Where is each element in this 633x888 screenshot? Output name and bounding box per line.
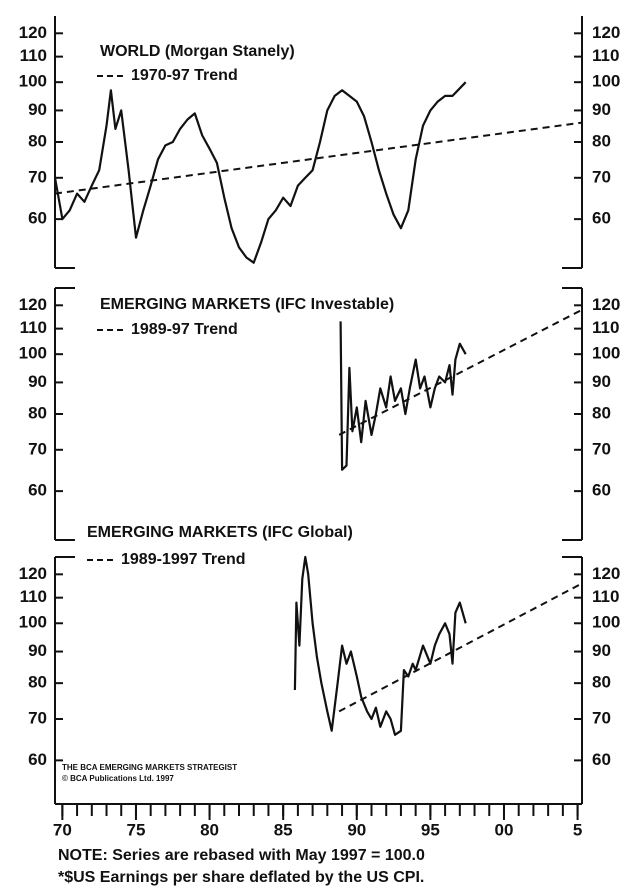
series-line xyxy=(293,555,467,736)
y-tick-label: 70 xyxy=(592,708,611,727)
trend-line xyxy=(338,582,583,713)
y-tick-label: 100 xyxy=(19,72,47,91)
y-tick-label: 120 xyxy=(592,23,620,42)
y-tick-label: 110 xyxy=(20,587,47,606)
panel-title: WORLD (Morgan Stanely) xyxy=(100,43,295,60)
y-tick-label: 80 xyxy=(592,131,611,150)
y-tick-label: 120 xyxy=(19,564,47,583)
y-tick-label: 100 xyxy=(592,613,620,632)
y-tick-label: 90 xyxy=(592,100,611,119)
y-tick-label: 70 xyxy=(28,167,47,186)
x-tick-label: 95 xyxy=(421,820,440,839)
series-line xyxy=(339,321,467,471)
y-tick-label: 80 xyxy=(592,673,611,692)
x-tick-label: 00 xyxy=(495,820,514,839)
series-line xyxy=(53,81,467,264)
y-tick-label: 60 xyxy=(592,209,611,228)
x-tick-label: 85 xyxy=(274,820,293,839)
y-tick-label: 80 xyxy=(28,131,47,150)
y-tick-label: 100 xyxy=(19,344,47,363)
y-tick-label: 60 xyxy=(28,209,47,228)
y-tick-label: 70 xyxy=(592,167,611,186)
trend-line xyxy=(54,121,583,195)
y-tick-label: 120 xyxy=(19,295,47,314)
y-tick-label: 120 xyxy=(592,295,620,314)
y-tick-label: 70 xyxy=(592,439,611,458)
y-tick-label: 120 xyxy=(592,564,620,583)
y-tick-label: 100 xyxy=(592,344,620,363)
x-tick-label: 75 xyxy=(127,820,146,839)
y-tick-label: 100 xyxy=(592,72,620,91)
y-tick-label: 110 xyxy=(592,587,619,606)
x-tick-label: 70 xyxy=(53,820,72,839)
trend-line xyxy=(338,308,583,436)
source: © BCA Publications Ltd. 1997 xyxy=(62,774,174,783)
y-tick-label: 110 xyxy=(20,46,47,65)
y-tick-label: 90 xyxy=(592,641,611,660)
y-tick-label: 80 xyxy=(28,403,47,422)
y-tick-label: 90 xyxy=(28,100,47,119)
y-tick-label: 60 xyxy=(592,481,611,500)
legend-label: 1970-97 Trend xyxy=(131,67,238,84)
y-tick-label: 110 xyxy=(592,46,619,65)
y-tick-label: 60 xyxy=(28,750,47,769)
y-tick-label: 80 xyxy=(28,673,47,692)
legend-label: 1989-1997 Trend xyxy=(121,551,246,568)
y-tick-label: 90 xyxy=(28,372,47,391)
note: *$US Earnings per share deflated by the … xyxy=(58,869,424,886)
panel-title: EMERGING MARKETS (IFC Global) xyxy=(87,524,353,541)
y-tick-label: 60 xyxy=(592,750,611,769)
y-tick-label: 120 xyxy=(19,23,47,42)
y-tick-label: 110 xyxy=(20,318,47,337)
y-tick-label: 80 xyxy=(592,403,611,422)
y-tick-label: 110 xyxy=(592,318,619,337)
y-tick-label: 90 xyxy=(592,372,611,391)
legend-label: 1989-97 Trend xyxy=(131,321,238,338)
source: THE BCA EMERGING MARKETS STRATEGIST xyxy=(62,763,237,772)
y-tick-label: 100 xyxy=(19,613,47,632)
x-tick-label: 90 xyxy=(347,820,366,839)
y-tick-label: 70 xyxy=(28,708,47,727)
x-tick-label: 80 xyxy=(200,820,219,839)
y-tick-label: 60 xyxy=(28,481,47,500)
y-tick-label: 90 xyxy=(28,641,47,660)
panel-title: EMERGING MARKETS (IFC Investable) xyxy=(100,296,394,313)
note: NOTE: Series are rebased with May 1997 =… xyxy=(58,847,425,864)
y-tick-label: 70 xyxy=(28,439,47,458)
x-tick-label: 5 xyxy=(573,820,582,839)
